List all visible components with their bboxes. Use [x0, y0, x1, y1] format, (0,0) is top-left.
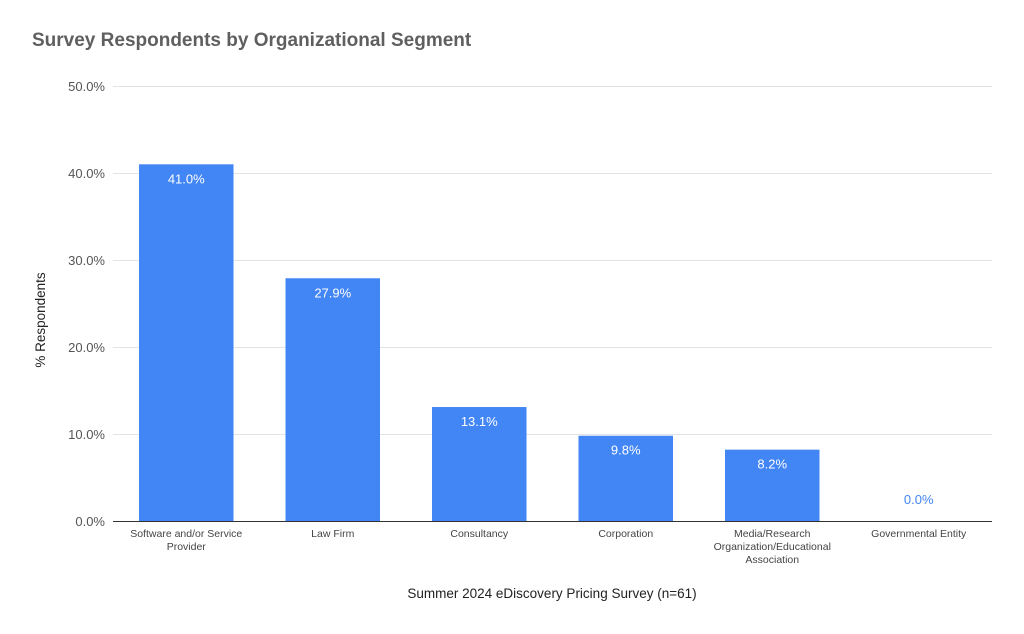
x-tick-label: Corporation — [598, 528, 653, 540]
y-tick-label: 20.0% — [68, 340, 105, 355]
x-tick-label: Law Firm — [311, 528, 354, 540]
x-axis-ticks: Software and/or Service Provider Law Firm C… — [130, 528, 967, 566]
data-label: 27.9% — [314, 285, 351, 300]
y-tick-label: 40.0% — [68, 166, 105, 181]
bars — [139, 164, 820, 522]
y-tick-label: 30.0% — [68, 253, 105, 268]
data-label: 9.8% — [611, 443, 641, 458]
gridlines — [113, 86, 992, 522]
x-tick-label: Software and/or Service Provider — [130, 528, 242, 553]
x-tick-label: Governmental Entity — [871, 528, 967, 540]
bar — [139, 164, 234, 522]
bar — [578, 435, 673, 521]
data-label: 41.0% — [168, 171, 205, 186]
bar — [432, 407, 527, 521]
x-tick-label: Consultancy — [450, 528, 509, 540]
y-tick-label: 10.0% — [68, 427, 105, 442]
y-axis-ticks: 0.0% 10.0% 20.0% 30.0% 40.0% 50.0% — [68, 79, 105, 529]
data-label: 13.1% — [461, 414, 498, 429]
x-axis-title: Summer 2024 eDiscovery Pricing Survey (n… — [407, 586, 696, 601]
bar — [725, 449, 820, 521]
x-tick-label: Media/Research Organization/Educational As… — [714, 528, 831, 566]
data-labels: 41.0% 27.9% 13.1% 9.8% 8.2% 0.0% — [168, 171, 934, 507]
chart-title: Survey Respondents by Organizational Seg… — [32, 30, 472, 51]
data-label: 0.0% — [904, 492, 934, 507]
y-tick-label: 50.0% — [68, 79, 105, 94]
y-tick-label: 0.0% — [75, 514, 105, 529]
bar — [285, 278, 380, 521]
data-label: 8.2% — [757, 457, 787, 472]
y-axis-title: % Respondents — [33, 272, 48, 368]
